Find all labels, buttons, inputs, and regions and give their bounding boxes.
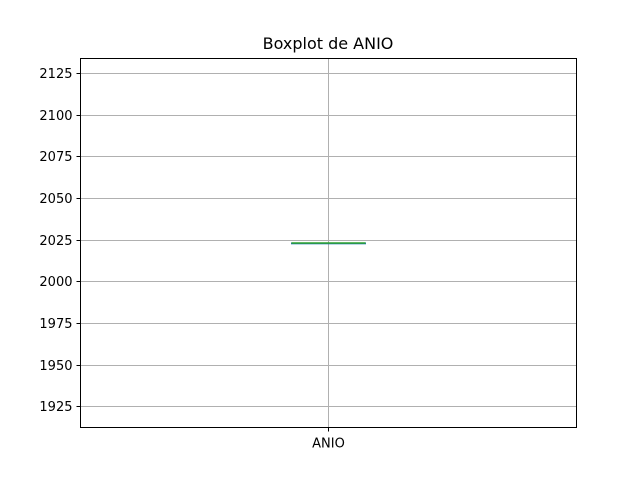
chart-title: Boxplot de ANIO: [263, 34, 394, 53]
y-tick-label: 1950: [39, 359, 72, 374]
y-tick-label: 1975: [39, 317, 72, 332]
y-tick-label: 2050: [39, 192, 72, 207]
y-tick-label: 2100: [39, 109, 72, 124]
y-tick-label: 2025: [39, 234, 72, 249]
y-tick-label: 2000: [39, 275, 72, 290]
y-tick-label: 2075: [39, 150, 72, 165]
x-axis: ANIO: [312, 427, 345, 452]
y-tick-label: 2125: [39, 67, 72, 82]
grid-lines: [80, 58, 577, 428]
y-tick-label: 1925: [39, 400, 72, 415]
y-axis: 1925 1950 1975 2000 2025 2050 2075 2100 2125: [39, 67, 81, 415]
box-layer: [291, 242, 366, 245]
x-tick-label: ANIO: [312, 437, 345, 452]
